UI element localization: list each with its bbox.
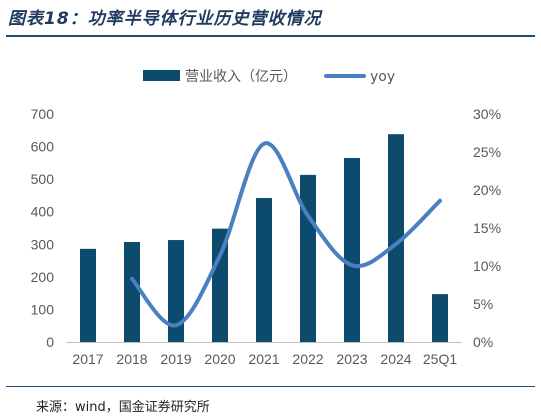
y-left-tick-label: 0 bbox=[46, 334, 54, 350]
x-tick-label: 2017 bbox=[72, 351, 103, 367]
x-tick-label: 2020 bbox=[204, 351, 235, 367]
y-left-tick-label: 300 bbox=[31, 236, 55, 252]
yoy-line bbox=[130, 141, 442, 328]
figure-title: 图表18：功率半导体行业历史营收情况 bbox=[8, 9, 322, 29]
bar bbox=[168, 240, 184, 342]
x-tick-label: 2024 bbox=[380, 351, 411, 367]
bar bbox=[300, 174, 316, 342]
y-left-tick-label: 100 bbox=[31, 301, 55, 317]
y-axis-left: 0 100 200 300 400 500 600 700 bbox=[31, 106, 55, 350]
legend-label-line: yoy bbox=[370, 69, 395, 85]
y-left-tick-label: 400 bbox=[31, 204, 55, 220]
x-tick-label: 2018 bbox=[116, 351, 147, 367]
title-rule bbox=[6, 35, 535, 37]
y-left-tick-label: 600 bbox=[31, 139, 55, 155]
x-tick-label: 25Q1 bbox=[423, 351, 457, 367]
bar bbox=[256, 198, 272, 342]
y-right-tick-label: 15% bbox=[473, 220, 501, 236]
bar bbox=[432, 294, 448, 342]
y-left-tick-label: 500 bbox=[31, 171, 55, 187]
y-right-tick-label: 20% bbox=[473, 182, 501, 198]
y-right-tick-label: 0% bbox=[473, 334, 493, 350]
bottom-rule bbox=[6, 386, 535, 387]
y-left-tick-label: 200 bbox=[31, 269, 55, 285]
bar bbox=[80, 248, 96, 342]
x-tick-label: 2021 bbox=[248, 351, 279, 367]
y-axis-right: 0% 5% 10% 15% 20% 25% 30% bbox=[473, 106, 501, 350]
line-series bbox=[130, 141, 442, 328]
bar bbox=[212, 228, 228, 342]
y-right-tick-label: 10% bbox=[473, 258, 501, 274]
x-tick-label: 2023 bbox=[336, 351, 367, 367]
source-note: 来源：wind，国金证券研究所 bbox=[36, 400, 210, 415]
y-left-tick-label: 700 bbox=[31, 106, 55, 122]
x-tick-label: 2022 bbox=[292, 351, 323, 367]
bar-series bbox=[80, 134, 448, 342]
bar bbox=[388, 134, 404, 342]
legend-label-bar: 营业收入（亿元） bbox=[185, 69, 297, 85]
bar bbox=[124, 242, 140, 342]
legend: 营业收入（亿元） yoy bbox=[143, 69, 395, 85]
x-tick-label: 2019 bbox=[160, 351, 191, 367]
y-right-tick-label: 25% bbox=[473, 144, 501, 160]
x-axis: 2017 2018 2019 2020 2021 2022 2023 2024 25Q1 bbox=[66, 342, 462, 367]
legend-swatch-bar bbox=[143, 70, 180, 81]
bar bbox=[344, 157, 360, 342]
y-right-tick-label: 30% bbox=[473, 106, 501, 122]
chart: 营业收入（亿元） yoy 0 100 200 300 400 500 600 700 0% 5% 1… bbox=[31, 69, 501, 367]
y-right-tick-label: 5% bbox=[473, 296, 493, 312]
